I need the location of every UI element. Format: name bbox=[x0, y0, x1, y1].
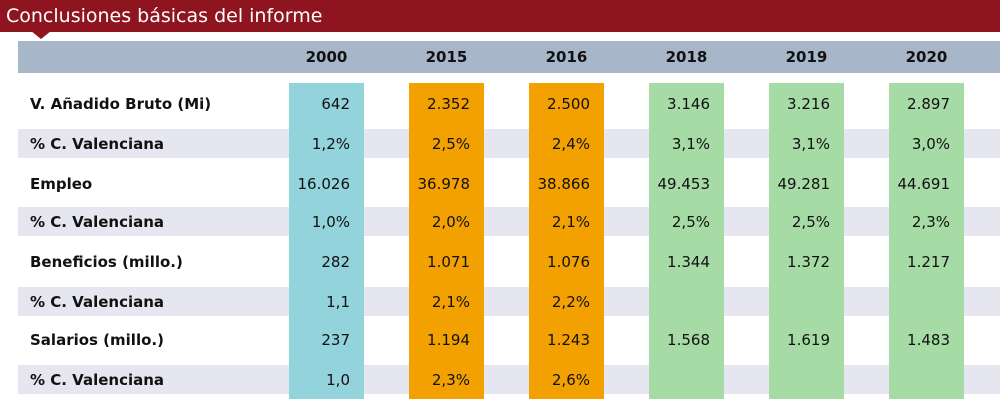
column-header: 2000 bbox=[305, 48, 348, 66]
header-band bbox=[18, 41, 1000, 73]
row-label: % C. Valenciana bbox=[30, 213, 165, 231]
table-cell: 2,5% bbox=[791, 213, 830, 231]
row-label: % C. Valenciana bbox=[30, 135, 165, 153]
row-label: Salarios (millo.) bbox=[30, 331, 164, 349]
table-cell: 1,0% bbox=[311, 213, 350, 231]
table-cell: 16.026 bbox=[297, 175, 351, 193]
table-cell: 44.691 bbox=[897, 175, 951, 193]
column-header: 2020 bbox=[905, 48, 948, 66]
table-cell bbox=[600, 288, 710, 317]
column-header: 2015 bbox=[425, 48, 468, 66]
row-label: % C. Valenciana bbox=[30, 293, 165, 311]
table-cell: 1,1 bbox=[326, 293, 350, 311]
column-header: 2018 bbox=[665, 48, 708, 66]
row-label: Empleo bbox=[30, 175, 93, 193]
column-bar-2018 bbox=[649, 83, 724, 399]
table-cell: 2,5% bbox=[671, 213, 710, 231]
table-cell: 38.866 bbox=[537, 175, 591, 193]
column-bar-2015 bbox=[409, 83, 484, 399]
table-cell: 2,0% bbox=[431, 213, 470, 231]
table-cell: 2,3% bbox=[911, 213, 950, 231]
title-bar: Conclusiones básicas del informe bbox=[0, 0, 1000, 32]
column-header: 2019 bbox=[785, 48, 828, 66]
table-cell: 1.568 bbox=[667, 331, 710, 349]
table-cell: 49.453 bbox=[657, 175, 711, 193]
table-cell: 237 bbox=[321, 331, 350, 349]
table-cell: 642 bbox=[321, 95, 350, 113]
table-cell: 1.071 bbox=[427, 253, 470, 271]
table-cell: 1,0 bbox=[326, 371, 350, 389]
table-cell: 3,1% bbox=[671, 135, 710, 153]
table-cell: 2.500 bbox=[547, 95, 590, 113]
table-cell bbox=[600, 366, 710, 395]
table-cell bbox=[720, 288, 830, 317]
table-cell: 1.619 bbox=[787, 331, 830, 349]
table-cell: 2.897 bbox=[907, 95, 950, 113]
table-cell: 3,0% bbox=[911, 135, 950, 153]
row-label: Beneficios (millo.) bbox=[30, 253, 183, 271]
table-cell: 1.483 bbox=[907, 331, 950, 349]
page-title: Conclusiones básicas del informe bbox=[6, 5, 323, 27]
table-cell: 1.194 bbox=[427, 331, 470, 349]
table-cell: 2,5% bbox=[431, 135, 470, 153]
table-cell bbox=[720, 366, 830, 395]
table-cell: 2.352 bbox=[427, 95, 470, 113]
table-cell: 1.344 bbox=[667, 253, 710, 271]
table-cell: 2,1% bbox=[431, 293, 470, 311]
table-cell: 1.243 bbox=[547, 331, 590, 349]
table-cell: 1.372 bbox=[787, 253, 830, 271]
row-label: V. Añadido Bruto (Mi) bbox=[30, 95, 212, 113]
table-cell: 1,2% bbox=[311, 135, 350, 153]
column-bar-2000 bbox=[289, 83, 364, 399]
table-cell bbox=[840, 366, 950, 395]
column-bar-2020 bbox=[889, 83, 964, 399]
table-cell: 2,4% bbox=[551, 135, 590, 153]
table-cell: 1.076 bbox=[547, 253, 590, 271]
table-cell: 3.146 bbox=[667, 95, 710, 113]
table-cell: 2,1% bbox=[551, 213, 590, 231]
table-cell: 36.978 bbox=[417, 175, 471, 193]
table-cell: 2,3% bbox=[431, 371, 470, 389]
column-bar-2016 bbox=[529, 83, 604, 399]
table-cell: 1.217 bbox=[907, 253, 950, 271]
row-label: % C. Valenciana bbox=[30, 371, 165, 389]
column-header: 2016 bbox=[545, 48, 588, 66]
table-cell: 2,2% bbox=[551, 293, 590, 311]
table-cell: 282 bbox=[321, 253, 350, 271]
table-cell: 3.216 bbox=[787, 95, 830, 113]
table-cell: 2,6% bbox=[551, 371, 590, 389]
title-notch bbox=[31, 31, 51, 39]
column-bar-2019 bbox=[769, 83, 844, 399]
table-cell: 49.281 bbox=[777, 175, 831, 193]
table-cell bbox=[840, 288, 950, 317]
table-cell: 3,1% bbox=[791, 135, 830, 153]
